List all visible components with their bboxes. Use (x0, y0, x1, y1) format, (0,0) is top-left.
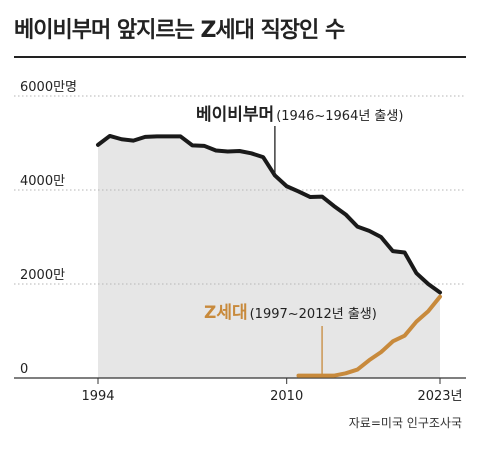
series-name: Z세대 (204, 303, 248, 323)
series-note: (1946~1964년 출생) (276, 109, 403, 124)
y-tick-label: 0 (20, 362, 28, 377)
series-area-0 (98, 135, 440, 378)
y-tick-label: 2000만 (20, 268, 65, 283)
source-note: 자료=미국 인구조사국 (348, 416, 462, 430)
series-note: (1997~2012년 출생) (250, 307, 377, 322)
x-tick-label: 2010 (270, 389, 303, 404)
x-tick-label: 1994 (81, 389, 114, 404)
series-label: Z세대 (1997~2012년 출생) (204, 303, 377, 323)
x-tick-label: 2023년 (417, 389, 462, 404)
chart-title: 베이비부머 앞지르는 Z세대 직장인 수 (14, 18, 345, 43)
title-divider (14, 56, 466, 58)
y-tick-label: 4000만 (20, 174, 65, 189)
series-label: 베이비부머 (1946~1964년 출생) (196, 105, 403, 125)
series-line-0 (96, 133, 442, 295)
y-tick-label: 6000만명 (20, 80, 77, 95)
series-name: 베이비부머 (196, 105, 274, 125)
